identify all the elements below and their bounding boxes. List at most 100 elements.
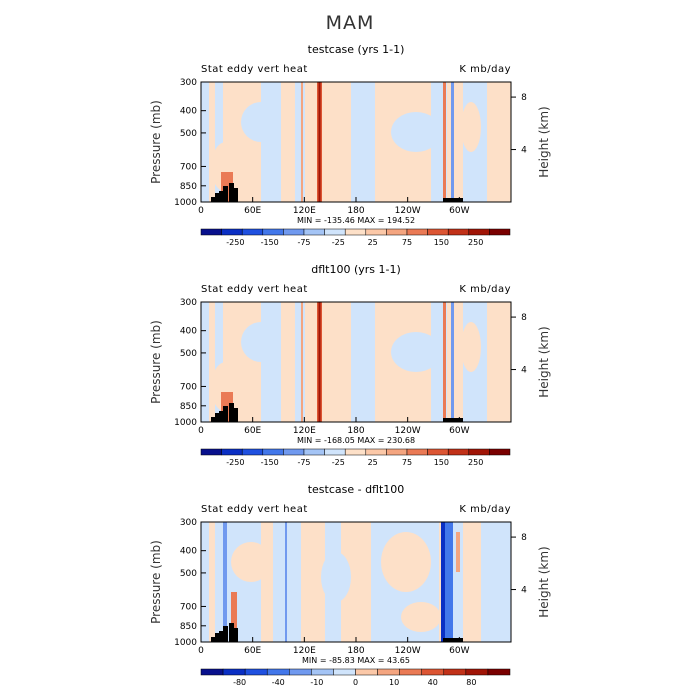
panel1-colorbar-box-11: [427, 228, 449, 236]
panel2-y-tick-label-1: 400: [180, 327, 197, 337]
panel3-colorbar-box-2: [244, 668, 268, 676]
panel3-right-tick-label-0: 8: [521, 533, 527, 543]
panel1-cool-column-60w: [451, 82, 454, 202]
panel2-cool-column-60w: [451, 302, 454, 422]
panel1-stats: MIN = -135.46 MAX = 194.52: [297, 216, 415, 225]
panel1-colorbar-box-0: [200, 228, 222, 236]
panel1-y-tick-label-1: 400: [180, 107, 197, 117]
panel2-contour-band-5: [281, 302, 295, 422]
panel1-contour-band-0: [201, 82, 209, 202]
panel2-colorbar-box-5: [303, 448, 325, 456]
panel2-contour-band-8: [351, 302, 375, 422]
panel3-colorbar-box-12: [465, 668, 489, 676]
panel2-right-tick-label-1: 4: [521, 366, 527, 376]
panel3-topography-andes: [443, 638, 463, 642]
panel1-colorbar-label-7: 250: [468, 238, 483, 247]
panel1-contour-band-13: [487, 82, 511, 202]
panel3-cold-column-70w: [441, 522, 445, 642]
panel3-y-tick-label-5: 1000: [174, 638, 197, 648]
panel2-colorbar-box-7: [344, 448, 367, 456]
panel2-colorbar-box-13: [468, 448, 490, 456]
panel2-y-tick-label-4: 850: [180, 402, 197, 412]
panel3-contour-patch-1: [381, 532, 431, 592]
panel2-colorbar-box-11: [427, 448, 449, 456]
panel1-right-tick-label-1: 4: [521, 146, 527, 156]
panel3-colorbar-box-5: [311, 668, 334, 676]
panel3-x-tick-label-2: 120E: [293, 646, 316, 656]
panel2-right-tick-label-0: 8: [521, 313, 527, 323]
panel2-colorbar-box-6: [324, 448, 346, 456]
panel1-y-tick-label-3: 700: [180, 162, 197, 172]
panel2-y-tick-label-0: 300: [180, 298, 197, 308]
panel3-x-tick-label-5: 60W: [449, 646, 469, 656]
panel2-title: dflt100 (yrs 1-1): [311, 263, 401, 276]
panel1-colorbar-box-7: [344, 228, 367, 236]
panel3-warm-patch-30e: [231, 592, 237, 642]
panel1-colorbar-label-4: 25: [368, 238, 378, 247]
panel2-y-tick-label-3: 700: [180, 382, 197, 392]
panel1-colorbar-box-9: [386, 228, 408, 236]
panel3-topography-1: [215, 633, 220, 642]
panel3-y-axis-label: Pressure (mb): [149, 540, 163, 624]
panel2-x-tick-label-3: 180: [347, 426, 364, 436]
panel1-colorbar-label-3: -25: [332, 238, 345, 247]
panel3-topography-5: [233, 628, 238, 642]
panel3-contour-band-12: [481, 522, 511, 642]
panel1-topography-4: [229, 183, 234, 202]
panel2-y-tick-label-5: 1000: [174, 418, 197, 428]
panel2-contour-band-7: [305, 302, 351, 422]
panel3-stats: MIN = -85.83 MAX = 43.65: [302, 656, 410, 665]
panel2-colorbar-box-12: [447, 448, 470, 456]
panel1-colorbar-label-6: 150: [434, 238, 449, 247]
panel3-contour-patch-2: [401, 602, 441, 632]
panel2-x-tick-label-2: 120E: [293, 426, 316, 436]
panel2-contour-patch-2: [211, 362, 241, 412]
panel3-contour-band-3: [261, 522, 273, 642]
panel1-colorbar-label-2: -75: [297, 238, 310, 247]
panel2-colorbar-label-4: 25: [368, 458, 378, 467]
panel3-cold-column-60w: [445, 522, 453, 642]
panel3-colorbar-label-3: 0: [353, 678, 358, 687]
panel1-topography-andes: [443, 198, 463, 202]
panel1-colorbar-label-5: 75: [402, 238, 412, 247]
panel3-colorbar-box-8: [377, 668, 400, 676]
panel1-y-axis-label: Pressure (mb): [149, 100, 163, 184]
panel2-contour-band-13: [487, 302, 511, 422]
panel3-x-tick-label-4: 120W: [395, 646, 421, 656]
panel2-left-label: Stat eddy vert heat: [201, 284, 308, 295]
panel1-contour-patch-2: [211, 142, 241, 192]
panel2-contour-patch-1: [391, 332, 441, 372]
panel3-colorbar-label-5: 40: [428, 678, 438, 687]
panel1-y-tick-label-5: 1000: [174, 198, 197, 208]
panel1-x-tick-label-4: 120W: [395, 206, 421, 216]
panel3-x-tick-label-3: 180: [347, 646, 364, 656]
panel3-y-tick-label-4: 850: [180, 622, 197, 632]
panel1-x-tick-label-3: 180: [347, 206, 364, 216]
panel3-y-tick-label-1: 400: [180, 547, 197, 557]
panel3-colorbar-box-13: [487, 668, 511, 676]
panel3-contour-band-1: [209, 522, 215, 642]
panel2-topography-2: [219, 411, 224, 422]
panel1-contour-band-1: [209, 82, 215, 202]
panel3-contour-band-2: [215, 522, 261, 642]
panel3-right-label: K mb/day: [459, 504, 511, 515]
panel3-colorbar-box-0: [200, 668, 224, 676]
panel1-colorbar-box-12: [447, 228, 470, 236]
panel2-contour-band-1: [209, 302, 215, 422]
panel1-x-tick-label-2: 120E: [293, 206, 316, 216]
panel2-topography-andes: [443, 418, 463, 422]
panel3-colorbar-box-6: [333, 668, 356, 676]
panel1-colorbar-box-4: [283, 228, 305, 236]
panel1-contour-band-5: [281, 82, 295, 202]
panel3-x-tick-label-1: 60E: [244, 646, 261, 656]
panel2-stats: MIN = -168.05 MAX = 230.68: [297, 436, 415, 445]
panel3-right-tick-label-1: 4: [521, 586, 527, 596]
panel3-y-tick-label-2: 500: [180, 569, 197, 579]
panel3-colorbar-box-3: [266, 668, 290, 676]
panel3-colorbar-box-11: [443, 668, 467, 676]
panel2-contour-band-4: [261, 302, 281, 422]
panel3-colorbar-box-4: [289, 668, 312, 676]
panel3-colorbar-label-4: 10: [389, 678, 399, 687]
panel1-contour-band-4: [261, 82, 281, 202]
panel1-warm-streak-100e: [301, 82, 303, 202]
